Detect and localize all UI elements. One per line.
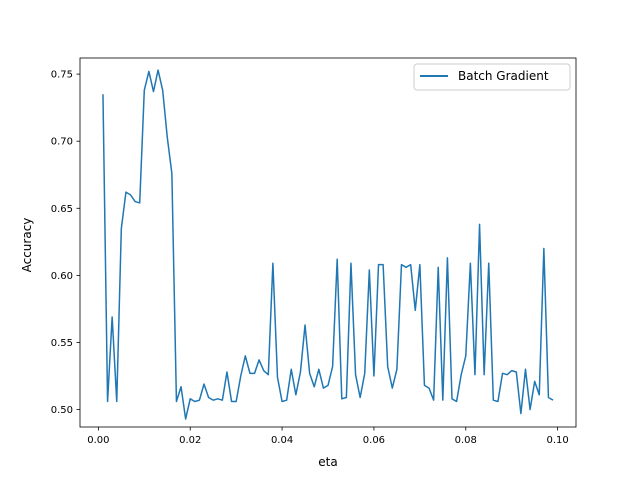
legend: Batch Gradient — [413, 63, 571, 91]
x-tick-label: 0.10 — [546, 435, 568, 446]
series-line-0 — [102, 69, 554, 420]
plot-frame — [79, 57, 577, 428]
x-tick-label: 0.06 — [363, 435, 385, 446]
y-tick-label: 0.65 — [51, 204, 73, 215]
y-axis-label: Accuracy — [20, 218, 34, 273]
x-tick-label: 0.02 — [179, 435, 201, 446]
y-axis: 0.50 0.55 0.60 0.65 0.70 0.75 — [51, 70, 80, 416]
legend-box — [413, 63, 571, 91]
y-tick-label: 0.55 — [51, 338, 73, 349]
legend-label: Batch Gradient — [458, 69, 549, 83]
x-tick-label: 0.00 — [87, 435, 109, 446]
plot-area — [79, 57, 577, 428]
y-tick-label: 0.50 — [51, 405, 73, 416]
y-tick-label: 0.70 — [51, 137, 73, 148]
x-tick-label: 0.08 — [455, 435, 477, 446]
y-tick-label: 0.60 — [51, 271, 73, 282]
x-tick-label: 0.04 — [271, 435, 293, 446]
x-axis: 0.00 0.02 0.04 0.06 0.08 0.10 — [87, 427, 569, 446]
x-axis-label: eta — [318, 455, 337, 469]
y-tick-label: 0.75 — [51, 70, 73, 81]
